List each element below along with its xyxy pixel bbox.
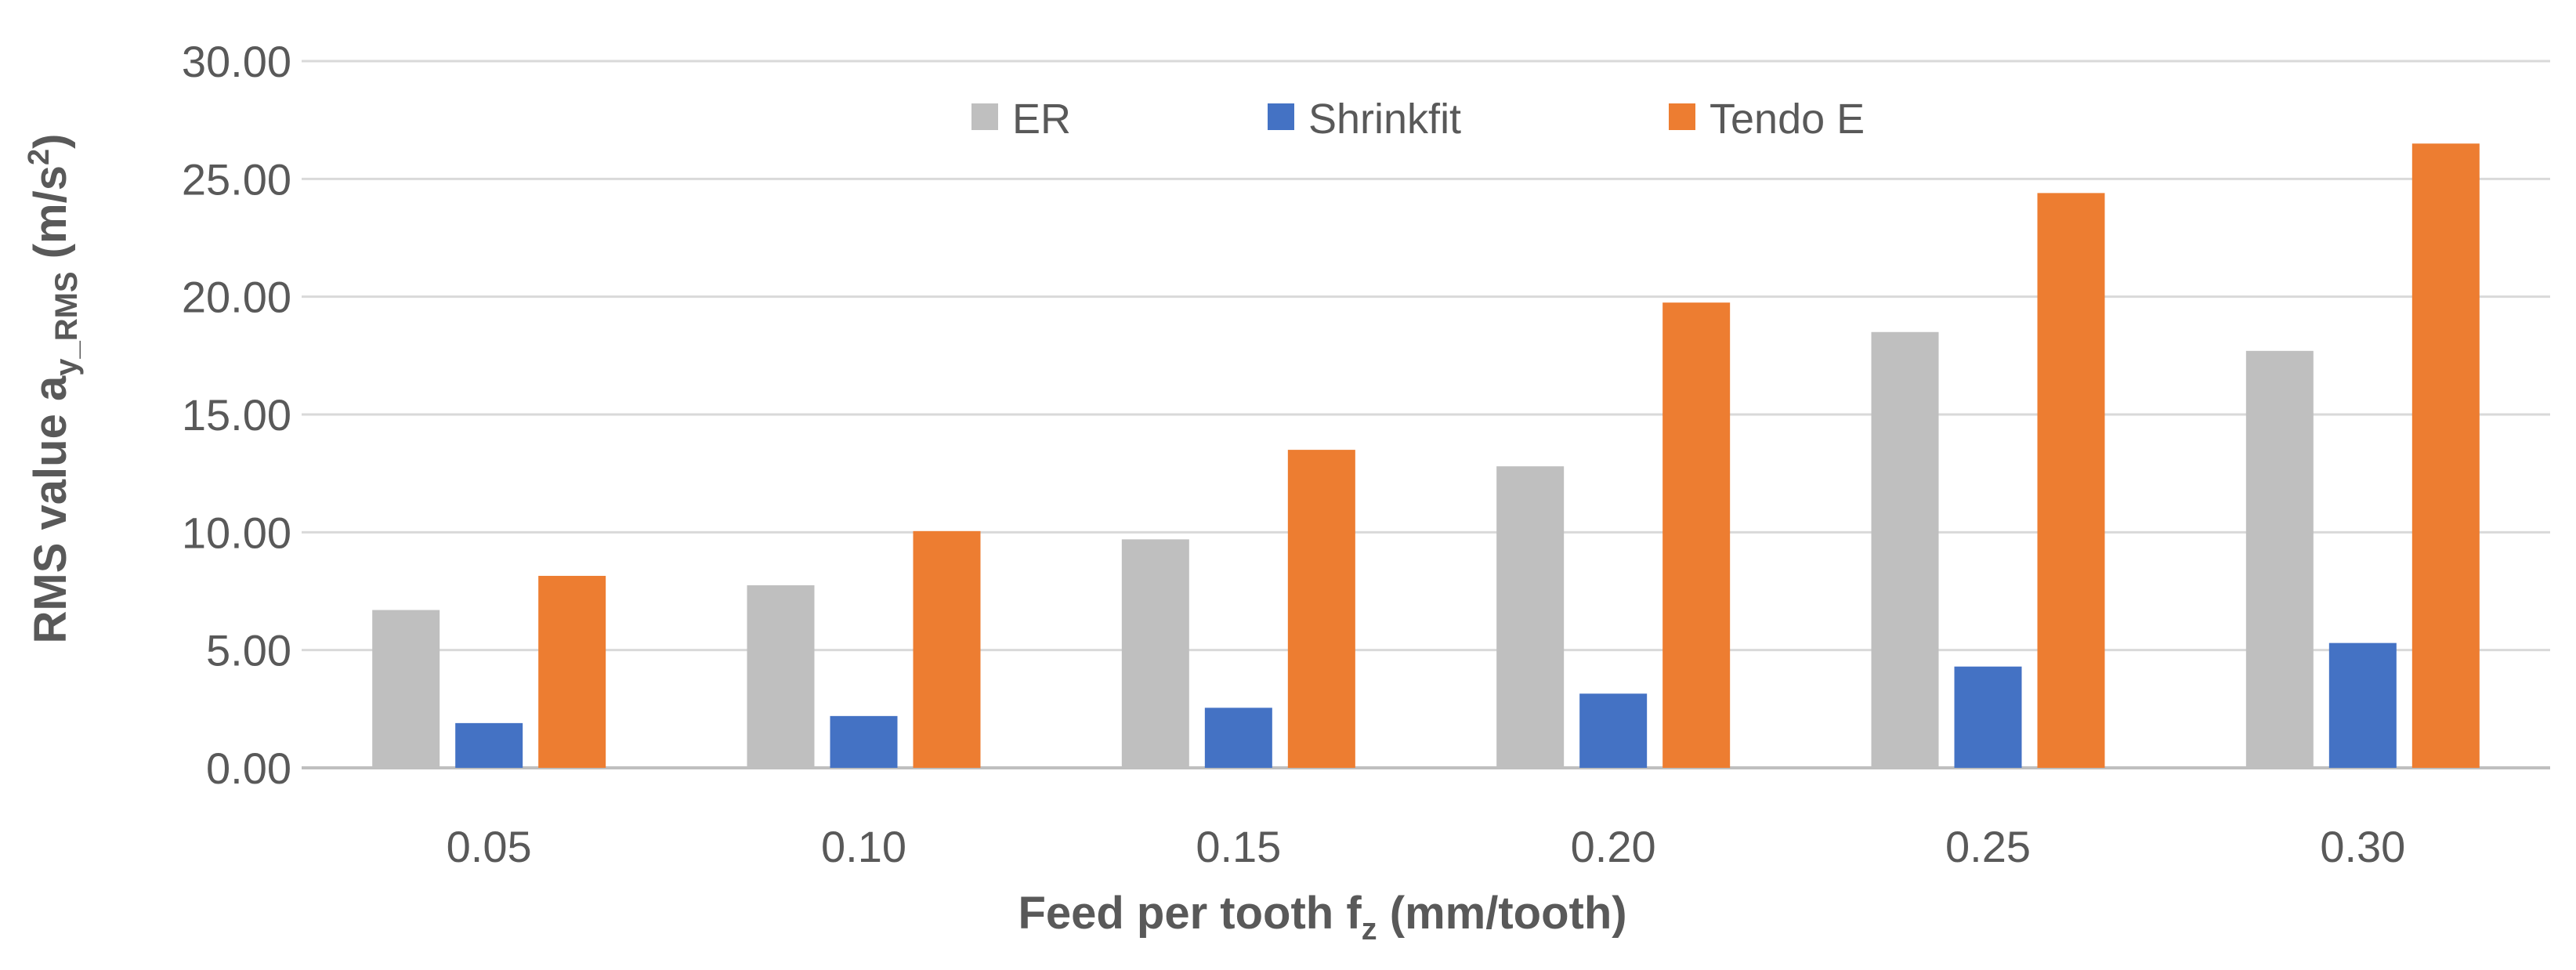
legend-label: ER xyxy=(1012,96,1071,143)
legend-swatch xyxy=(1268,103,1294,130)
x-tick-label: 0.10 xyxy=(821,822,906,871)
y-axis-title: RMS value ay_RMS (m/s2) xyxy=(23,134,84,644)
x-axis-ticks: 0.05 0.10 0.15 0.20 0.25 0.30 xyxy=(447,822,2406,871)
bar-er xyxy=(1496,466,1565,768)
bar-tendo-e xyxy=(2411,143,2480,768)
bar-er xyxy=(1871,331,1939,768)
y-tick-label: 20.00 xyxy=(182,273,291,322)
bar-tendo-e xyxy=(1662,302,1731,768)
legend-label: Shrinkfit xyxy=(1308,96,1461,143)
bar-er xyxy=(747,585,815,768)
bar-er xyxy=(372,610,440,768)
legend-swatch xyxy=(1669,103,1695,130)
gridlines xyxy=(302,60,2550,769)
bar-shrinkfit xyxy=(2328,642,2397,768)
bar-shrinkfit xyxy=(1954,666,2022,768)
x-tick-label: 0.20 xyxy=(1571,822,1656,871)
bars xyxy=(372,143,2480,768)
legend-label: Tendo E xyxy=(1709,96,1865,143)
y-tick-label: 30.00 xyxy=(182,37,291,86)
bar-tendo-e xyxy=(1287,450,1355,768)
bar-er xyxy=(1121,539,1189,768)
y-tick-label: 0.00 xyxy=(206,744,291,793)
bar-tendo-e xyxy=(538,575,606,768)
bar-tendo-e xyxy=(913,530,981,768)
bar-er xyxy=(2245,350,2314,768)
bar-shrinkfit xyxy=(1579,693,1648,768)
bar-tendo-e xyxy=(2037,193,2105,768)
y-tick-label: 15.00 xyxy=(182,390,291,440)
y-axis-ticks: 0.00 5.00 10.00 15.00 20.00 25.00 30.00 xyxy=(182,37,291,793)
x-tick-label: 0.15 xyxy=(1196,822,1281,871)
x-tick-label: 0.05 xyxy=(447,822,532,871)
bar-shrinkfit xyxy=(455,722,523,768)
legend: ER Shrinkfit Tendo E xyxy=(971,96,1865,143)
y-tick-label: 10.00 xyxy=(182,508,291,557)
y-tick-label: 5.00 xyxy=(206,626,291,675)
x-tick-label: 0.30 xyxy=(2320,822,2405,871)
bar-shrinkfit xyxy=(1204,708,1272,768)
y-tick-label: 25.00 xyxy=(182,154,291,204)
x-tick-label: 0.25 xyxy=(1945,822,2031,871)
bar-shrinkfit xyxy=(830,715,898,768)
legend-swatch xyxy=(971,103,998,130)
x-axis-title: Feed per tooth fz (mm/tooth) xyxy=(1018,888,1626,946)
